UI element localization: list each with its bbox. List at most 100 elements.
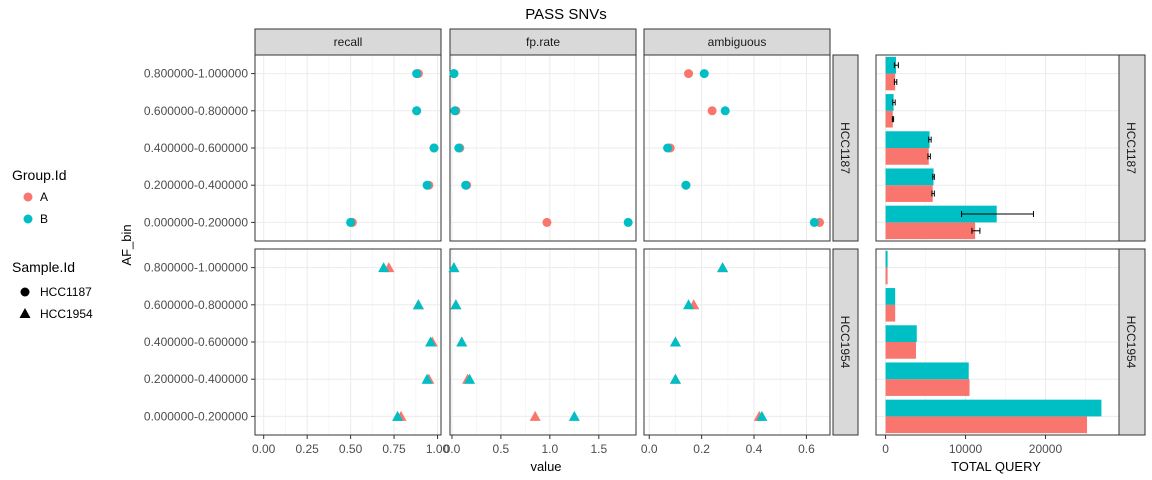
point-hcc1954-recall-b	[378, 262, 390, 273]
y-tick-label: 0.400000-0.600000	[144, 141, 248, 155]
point-hcc1187-ambiguous-b	[720, 106, 730, 116]
bar-hcc1954-a	[885, 304, 896, 322]
bar-hcc1187-a	[885, 222, 976, 240]
bar-row-label-hcc1187: HCC1187	[1124, 122, 1138, 174]
point-hcc1187-recall-b	[412, 106, 422, 116]
x-tick-label-fp-rate: 0.0	[444, 442, 461, 456]
point-hcc1954-fp-rate-b	[456, 336, 468, 347]
bar-hcc1954-b	[885, 399, 1102, 417]
bar-hcc1954-b	[885, 288, 896, 305]
y-tick-label: 0.800000-1.000000	[144, 261, 248, 275]
bar-hcc1954-b	[885, 250, 888, 268]
plot-layer: recall fp.rate ambiguous HCC1187 0.000000-0.…	[144, 28, 1146, 456]
x-tick-label-recall: 1.00	[426, 442, 450, 456]
legend: Group.Id A B Sample.Id HCC1187 HCC1954	[12, 167, 93, 321]
x-tick-label-ambiguous: 0.4	[746, 442, 763, 456]
point-hcc1954-recall-b	[392, 410, 404, 421]
point-hcc1954-ambiguous-b	[669, 373, 681, 384]
bar-hcc1187-a	[885, 185, 933, 202]
facet-strip-ambiguous	[643, 28, 831, 56]
x-tick-label-recall: 0.50	[339, 442, 363, 456]
point-hcc1954-fp-rate-a	[529, 410, 541, 421]
y-tick-label: 0.800000-1.000000	[144, 67, 248, 81]
bar-hcc1187-b	[885, 205, 997, 223]
panel-frame	[449, 54, 637, 242]
row-label-hcc1954: HCC1954	[838, 316, 852, 369]
bar-hcc1954-b	[885, 325, 917, 342]
bar-x-tick-label: 20000	[1029, 442, 1063, 456]
facet-label-fp-rate: fp.rate	[526, 35, 560, 49]
point-hcc1187-fp-rate-b	[450, 106, 460, 116]
chart-title: PASS SNVs	[525, 6, 606, 23]
point-hcc1954-recall-b	[412, 299, 424, 310]
point-hcc1954-fp-rate-b	[448, 262, 460, 273]
bar-hcc1187-a	[885, 148, 929, 165]
point-hcc1187-ambiguous-a	[707, 106, 717, 116]
point-hcc1187-recall-b	[429, 143, 439, 153]
point-hcc1954-fp-rate-b	[464, 373, 476, 384]
y-tick-label: 0.200000-0.400000	[144, 178, 248, 192]
panel-frame	[449, 248, 637, 436]
point-hcc1954-ambiguous-b	[683, 299, 695, 310]
point-hcc1187-ambiguous-b	[699, 69, 709, 79]
bar-row-strip-hcc1954	[1118, 248, 1146, 436]
bar-hcc1187-b	[885, 131, 930, 148]
y-tick-label: 0.000000-0.200000	[144, 215, 248, 229]
legend-label-b: B	[40, 212, 48, 226]
legend-key-hcc1954	[19, 308, 31, 318]
point-hcc1954-ambiguous-b	[717, 262, 729, 273]
point-hcc1954-recall-b	[425, 336, 437, 347]
point-hcc1187-ambiguous-b	[809, 217, 819, 227]
point-hcc1187-recall-b	[422, 180, 432, 190]
x-axis-title: value	[530, 459, 561, 474]
y-tick-label: 0.400000-0.600000	[144, 335, 248, 349]
facet-strip-recall	[254, 28, 442, 56]
bar-hcc1954-a	[885, 379, 970, 396]
x-tick-label-recall: 0.00	[252, 442, 276, 456]
point-hcc1187-fp-rate-a	[542, 217, 552, 227]
point-hcc1954-recall-b	[421, 373, 433, 384]
bar-hcc1187-a	[885, 110, 893, 128]
legend-label-hcc1187: HCC1187	[40, 285, 92, 299]
point-hcc1187-recall-b	[346, 217, 356, 227]
x-tick-label-fp-rate: 1.5	[590, 442, 607, 456]
legend-key-hcc1187	[20, 287, 30, 297]
y-tick-label: 0.600000-0.800000	[144, 104, 248, 118]
point-hcc1187-recall-b	[412, 69, 422, 79]
legend-sample-title: Sample.Id	[12, 259, 75, 275]
panel-frame	[643, 248, 831, 436]
bar-hcc1187-b	[885, 168, 934, 186]
y-axis-title: AF_bin	[119, 224, 134, 265]
point-hcc1954-fp-rate-b	[568, 410, 580, 421]
bar-x-tick-label: 10000	[949, 442, 983, 456]
bar-hcc1954-b	[885, 362, 969, 380]
bar-x-axis-title: TOTAL QUERY	[951, 459, 1041, 474]
point-hcc1187-fp-rate-b	[623, 217, 633, 227]
bar-hcc1954-a	[885, 342, 916, 359]
legend-label-a: A	[40, 190, 48, 204]
row-strip-hcc1954	[832, 248, 859, 436]
point-hcc1187-fp-rate-b	[454, 143, 464, 153]
x-tick-label-ambiguous: 0.2	[693, 442, 710, 456]
legend-group-title: Group.Id	[12, 167, 66, 183]
point-hcc1187-ambiguous-b	[681, 180, 691, 190]
bar-x-tick-label: 0	[882, 442, 889, 456]
point-hcc1954-fp-rate-b	[450, 299, 462, 310]
y-tick-label: 0.600000-0.800000	[144, 298, 248, 312]
x-tick-label-recall: 0.75	[382, 442, 406, 456]
point-hcc1187-ambiguous-b	[663, 143, 673, 153]
legend-key-b	[23, 214, 33, 224]
x-tick-label-ambiguous: 0.6	[798, 442, 815, 456]
point-hcc1954-ambiguous-b	[669, 336, 681, 347]
facet-strip-fp-rate	[449, 28, 637, 56]
point-hcc1954-ambiguous-b	[756, 410, 768, 421]
bar-row-label-hcc1954: HCC1954	[1124, 316, 1138, 369]
legend-label-hcc1954: HCC1954	[40, 307, 93, 321]
panel-frame	[643, 54, 831, 242]
bar-row-strip-hcc1187	[1118, 54, 1146, 242]
bar-hcc1187-b	[885, 94, 894, 111]
bar-hcc1954-a	[885, 267, 888, 285]
x-tick-label-recall: 0.25	[295, 442, 319, 456]
point-hcc1187-fp-rate-b	[461, 180, 471, 190]
